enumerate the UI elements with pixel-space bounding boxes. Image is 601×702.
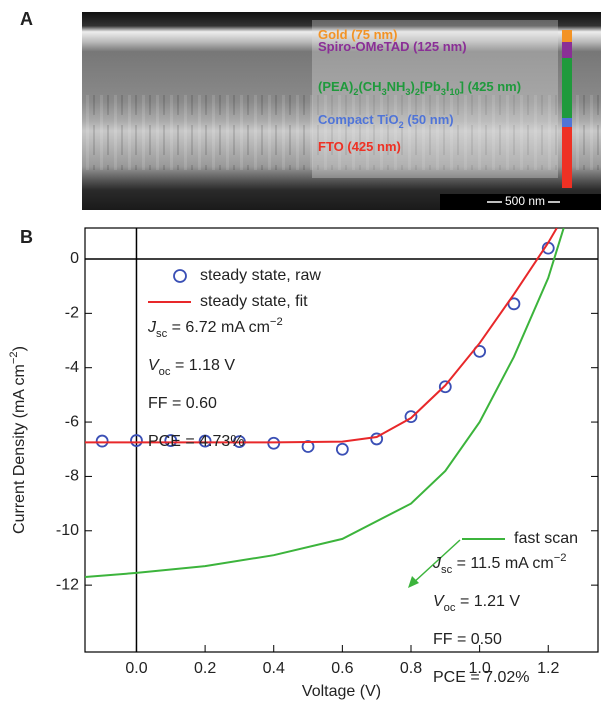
text-run: 2 — [415, 87, 420, 97]
data-point — [370, 432, 384, 446]
y-tick-label: -12 — [56, 576, 79, 593]
text-run: = 6.72 mA cm — [167, 319, 270, 336]
data-point — [404, 410, 418, 424]
text-run: NH — [387, 79, 406, 94]
text-run: 2 — [399, 120, 404, 130]
micrograph: 500 nm — [82, 12, 601, 210]
annotation: FF = 0.60 — [148, 395, 217, 412]
text-run: (50 nm) — [404, 112, 454, 127]
text-run: (CH — [358, 79, 381, 94]
legend-marker — [173, 269, 187, 283]
annotation-arrow — [411, 539, 461, 585]
layer-bar — [562, 42, 572, 58]
text-run: (PEA) — [318, 79, 353, 94]
text-run: V — [433, 593, 445, 610]
annotation: FF = 0.50 — [433, 631, 502, 648]
label-box — [312, 20, 558, 178]
text-run: 10 — [450, 87, 460, 97]
text-run: = 1.18 V — [171, 357, 236, 374]
panel-label: B — [20, 227, 33, 247]
annotation: PCE = 7.02% — [433, 669, 530, 686]
legend-label: fast scan — [514, 530, 578, 547]
x-tick-label: 0.0 — [125, 660, 147, 677]
x-tick-label: 0.8 — [400, 660, 422, 677]
text-run: FTO (425 nm) — [318, 139, 401, 154]
annotation: Voc = 1.21 V — [433, 593, 520, 614]
arrow-head — [408, 576, 419, 588]
text-run: 3 — [382, 87, 387, 97]
y-tick-label: -4 — [65, 359, 79, 376]
text-run: = 1.21 V — [456, 593, 521, 610]
text-run: ) — [410, 79, 414, 94]
layer-label: (PEA)2(CH3NH3)2[Pb3I10] (425 nm) — [318, 79, 521, 97]
y-tick-label: -8 — [65, 468, 79, 485]
text-run: ] (425 nm) — [460, 79, 521, 94]
text-run: FF = 0.50 — [433, 631, 502, 648]
data-point — [198, 434, 212, 448]
text-run: J — [432, 555, 442, 572]
scale-bar-label: 500 nm — [505, 194, 545, 208]
y-tick-label: -10 — [56, 522, 79, 539]
text-run: PCE = 7.02% — [433, 669, 530, 686]
layer-label: Gold (75 nm) — [318, 27, 397, 42]
text-run: Current Density (mA cm — [11, 364, 28, 534]
legend-label: steady state, raw — [200, 267, 321, 284]
y-tick-label: -6 — [65, 413, 79, 430]
text-run: 2 — [353, 87, 358, 97]
text-run: FF = 0.60 — [148, 395, 217, 412]
layer-bar — [562, 58, 572, 118]
data-point — [438, 380, 452, 394]
text-run: I — [446, 79, 450, 94]
annotation: Jsc = 11.5 mA cm−2 — [432, 552, 566, 576]
text-run: oc — [159, 366, 171, 378]
data-point — [335, 442, 349, 456]
y-tick-label: 0 — [70, 250, 79, 267]
text-run: 3 — [405, 87, 410, 97]
layer-label: Compact TiO2 (50 nm) — [318, 112, 454, 130]
layer-bar — [562, 118, 572, 127]
layer-label: Spiro-OMeTAD (125 nm) — [318, 39, 467, 54]
data-point — [95, 434, 109, 448]
text-run: [Pb — [420, 79, 441, 94]
text-run: −2 — [8, 351, 20, 364]
sem-texture — [82, 95, 601, 170]
scale-bar-box — [440, 194, 601, 210]
text-run: sc — [441, 564, 453, 576]
layer-bar — [562, 127, 572, 188]
data-point — [130, 434, 143, 447]
layer-bar — [562, 30, 572, 42]
text-run: Compact TiO — [318, 112, 399, 127]
text-run: −2 — [270, 316, 283, 328]
panel-label: A — [20, 9, 33, 29]
text-run: Gold (75 nm) — [318, 27, 397, 42]
annotation: Jsc = 6.72 mA cm−2 — [147, 316, 283, 340]
annotation: PCE = 4.73% — [148, 433, 245, 450]
text-run: 3 — [441, 87, 446, 97]
text-run: V — [148, 357, 160, 374]
x-tick-label: 0.4 — [263, 660, 285, 677]
text-run: sc — [156, 328, 168, 340]
x-tick-label: 0.6 — [331, 660, 353, 677]
plot-frame — [84, 227, 599, 653]
text-run: Spiro-OMeTAD (125 nm) — [318, 39, 467, 54]
text-run: oc — [444, 602, 456, 614]
x-tick-label: 1.0 — [468, 660, 490, 677]
legend-label: steady state, fit — [200, 293, 308, 310]
annotation: Voc = 1.18 V — [148, 357, 235, 378]
y-tick-label: -2 — [65, 305, 79, 322]
text-run: J — [147, 319, 157, 336]
text-run: PCE = 4.73% — [148, 433, 245, 450]
x-axis-label: Voltage (V) — [302, 683, 381, 700]
text-run: ) — [11, 346, 28, 351]
text-run: = 11.5 mA cm — [452, 555, 554, 572]
x-tick-label: 1.2 — [537, 660, 559, 677]
series-line — [85, 228, 565, 578]
data-point — [164, 434, 178, 447]
y-axis-label: Current Density (mA cm−2) — [8, 346, 28, 534]
x-tick-label: 0.2 — [194, 660, 216, 677]
text-run: −2 — [554, 552, 567, 564]
layer-label: FTO (425 nm) — [318, 139, 401, 154]
series-line — [85, 228, 558, 444]
